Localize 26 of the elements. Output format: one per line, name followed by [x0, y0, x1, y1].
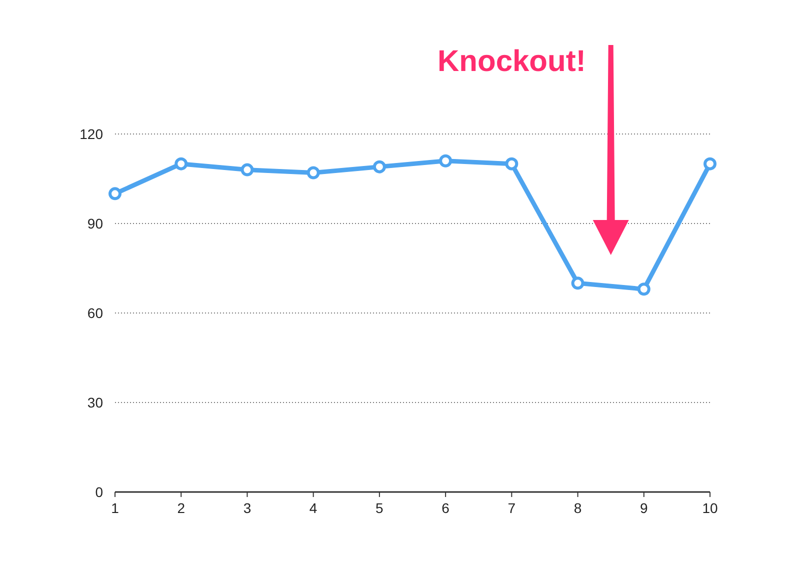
x-tick-label: 4 [309, 500, 318, 516]
y-tick-label: 60 [87, 305, 104, 321]
point [637, 282, 650, 296]
x-tick-label: 3 [243, 500, 252, 516]
x-tick-label: 8 [574, 500, 582, 516]
y-tick-label: 120 [80, 126, 104, 142]
y-tick-label: 0 [95, 484, 104, 500]
y-tick-label: 90 [87, 216, 104, 232]
point [240, 163, 254, 176]
x-tick-label: 7 [508, 500, 516, 516]
x-tick-label: 10 [702, 500, 718, 516]
point [571, 276, 584, 290]
x-tick-label: 2 [177, 500, 186, 516]
point [704, 157, 716, 170]
x-tick-label: 5 [376, 500, 384, 516]
point [505, 157, 518, 170]
x-tick-label: 9 [640, 500, 648, 516]
point [439, 154, 452, 168]
point [372, 160, 386, 174]
text: Knockout! [438, 45, 586, 78]
point [306, 166, 320, 180]
x-tick-label: 1 [111, 500, 120, 516]
x-tick-label: 6 [442, 500, 450, 516]
y-tick-label: 30 [87, 394, 104, 410]
point [174, 157, 188, 170]
point [108, 187, 122, 200]
